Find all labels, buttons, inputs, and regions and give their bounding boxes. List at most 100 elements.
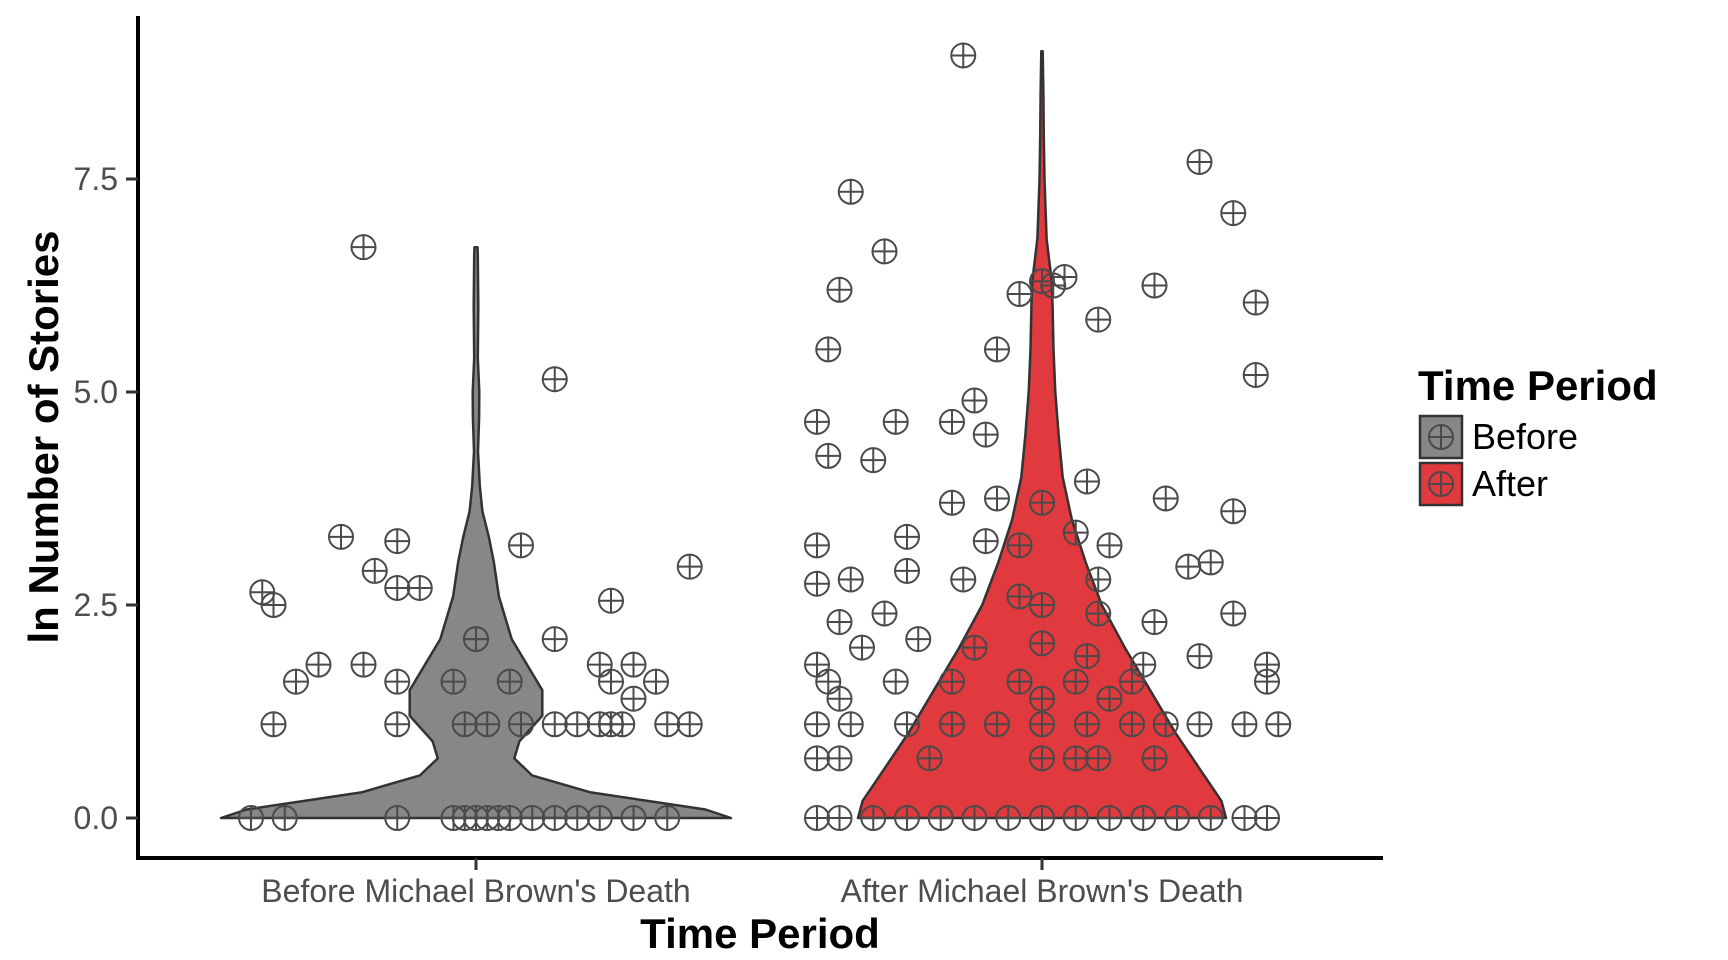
data-point-after <box>1266 712 1290 736</box>
data-point-after <box>816 444 840 468</box>
data-point-before <box>520 806 544 830</box>
data-point-after <box>1131 653 1155 677</box>
data-point-after <box>1064 670 1088 694</box>
data-point-after <box>828 278 852 302</box>
data-point-after <box>805 746 829 770</box>
y-tick-label: 2.5 <box>74 587 118 623</box>
data-point-after <box>805 533 829 557</box>
data-point-before <box>509 712 533 736</box>
data-point-after <box>1233 806 1257 830</box>
data-point-before <box>622 687 646 711</box>
data-point-after <box>996 806 1020 830</box>
data-point-after <box>828 806 852 830</box>
data-point-before <box>622 806 646 830</box>
data-point-after <box>805 806 829 830</box>
data-point-after <box>1030 491 1054 515</box>
data-point-after <box>884 670 908 694</box>
data-point-after <box>1053 265 1077 289</box>
data-point-after <box>895 525 919 549</box>
data-point-before <box>239 806 263 830</box>
data-point-after <box>1030 712 1054 736</box>
legend-entry-before: Before <box>1420 416 1578 458</box>
data-point-after <box>1030 746 1054 770</box>
data-point-after <box>929 806 953 830</box>
data-point-after <box>1075 469 1099 493</box>
data-point-after <box>1030 631 1054 655</box>
data-point-after <box>805 712 829 736</box>
data-point-after <box>1008 282 1032 306</box>
data-point-after <box>1221 499 1245 523</box>
data-point-after <box>1221 201 1245 225</box>
data-point-after <box>816 337 840 361</box>
data-point-before <box>678 712 702 736</box>
data-point-before <box>610 712 634 736</box>
data-point-after <box>895 806 919 830</box>
data-point-after <box>1008 584 1032 608</box>
data-point-after <box>1255 653 1279 677</box>
data-point-after <box>805 572 829 596</box>
data-point-before <box>273 806 297 830</box>
x-axis-title: Time Period <box>640 910 880 957</box>
data-point-after <box>963 389 987 413</box>
data-point-after <box>850 636 874 660</box>
data-point-before <box>385 670 409 694</box>
data-point-before <box>565 712 589 736</box>
data-point-after <box>1176 555 1200 579</box>
data-point-after <box>895 712 919 736</box>
x-tick-label: Before Michael Brown's Death <box>261 873 690 909</box>
y-axis-title: ln Number of Stories <box>20 230 67 643</box>
data-point-after <box>816 670 840 694</box>
legend: Time Period Before After <box>1418 362 1658 505</box>
data-point-after <box>963 636 987 660</box>
data-point-before <box>464 627 488 651</box>
y-tick-label: 7.5 <box>74 161 118 197</box>
data-point-after <box>951 43 975 67</box>
data-point-before <box>543 367 567 391</box>
data-point-after <box>1199 550 1223 574</box>
data-point-before <box>622 653 646 677</box>
data-point-after <box>1030 806 1054 830</box>
jitter-points <box>239 43 1290 830</box>
legend-marker-icon <box>1429 472 1453 496</box>
data-point-after <box>861 448 885 472</box>
data-point-after <box>805 653 829 677</box>
data-point-before <box>599 670 623 694</box>
data-point-before <box>588 806 612 830</box>
data-point-before <box>385 529 409 553</box>
data-point-after <box>1008 670 1032 694</box>
data-point-before <box>329 525 353 549</box>
data-point-after <box>1143 610 1167 634</box>
data-point-after <box>918 746 942 770</box>
legend-entry-after: After <box>1420 463 1548 505</box>
data-point-after <box>1030 593 1054 617</box>
data-point-before <box>543 806 567 830</box>
data-point-before <box>352 653 376 677</box>
data-point-after <box>1255 806 1279 830</box>
data-point-after <box>1188 150 1212 174</box>
data-point-after <box>1064 746 1088 770</box>
data-point-after <box>839 180 863 204</box>
data-point-before <box>655 712 679 736</box>
data-point-before <box>543 627 567 651</box>
data-point-after <box>828 687 852 711</box>
data-point-before <box>453 712 477 736</box>
legend-marker-icon <box>1429 425 1453 449</box>
data-point-before <box>498 670 522 694</box>
data-point-before <box>644 670 668 694</box>
data-point-after <box>1098 533 1122 557</box>
data-point-after <box>1098 806 1122 830</box>
data-point-before <box>543 712 567 736</box>
data-point-after <box>951 567 975 591</box>
data-point-after <box>805 410 829 434</box>
data-point-before <box>307 653 331 677</box>
data-point-after <box>940 491 964 515</box>
violin-before <box>221 247 731 818</box>
data-point-after <box>1120 712 1144 736</box>
data-point-after <box>861 806 885 830</box>
data-point-after <box>1221 602 1245 626</box>
data-point-after <box>1086 746 1110 770</box>
data-point-after <box>1075 712 1099 736</box>
data-point-after <box>873 239 897 263</box>
data-point-after <box>895 559 919 583</box>
data-point-before <box>509 533 533 557</box>
